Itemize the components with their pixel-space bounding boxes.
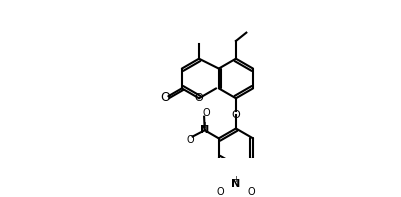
Text: +: + [201, 121, 208, 130]
Text: O: O [217, 187, 224, 197]
Text: O: O [248, 187, 255, 197]
Text: N: N [200, 125, 209, 135]
Text: N: N [231, 179, 241, 189]
Text: O: O [161, 91, 170, 104]
Text: O: O [203, 108, 210, 118]
Text: O: O [231, 110, 240, 120]
Text: +: + [233, 175, 239, 184]
Text: O: O [194, 93, 203, 103]
Text: O: O [187, 135, 194, 145]
